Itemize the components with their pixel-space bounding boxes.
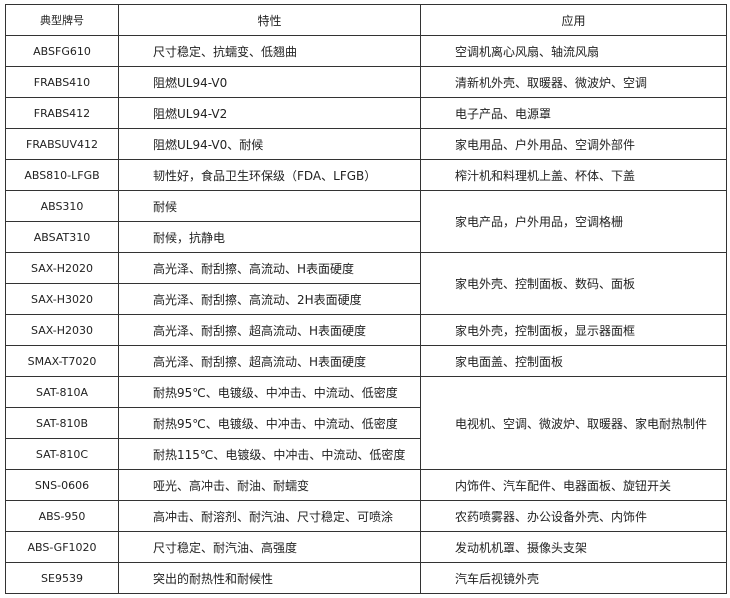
property-cell: 高光泽、耐刮擦、超高流动、H表面硬度 <box>118 314 421 346</box>
model-cell: FRABS412 <box>5 97 119 129</box>
table-row: ABS-950 高冲击、耐溶剂、耐汽油、尺寸稳定、可喷涂 农药喷雾器、办公设备外壳、… <box>5 500 727 532</box>
model-cell: SAX-H3020 <box>5 283 119 315</box>
header-application: 应用 <box>420 4 727 36</box>
header-row: 典型牌号 特性 应用 <box>5 4 727 36</box>
model-cell: SE9539 <box>5 562 119 594</box>
table-row: ABS810-LFGB 韧性好，食品卫生环保级（FDA、LFGB） 榨汁机和料理机上… <box>5 159 727 191</box>
application-cell: 家电用品、户外用品、空调外部件 <box>420 128 727 160</box>
table-row: SAX-H2020 高光泽、耐刮擦、高流动、H表面硬度 家电外壳、控制面板、数码、面… <box>5 252 727 315</box>
property-cell: 哑光、高冲击、耐油、耐蠕变 <box>118 469 421 501</box>
property-cell: 耐候，抗静电 <box>118 221 421 253</box>
property-cell: 尺寸稳定、耐汽油、高强度 <box>118 531 421 563</box>
property-cell: 韧性好，食品卫生环保级（FDA、LFGB） <box>118 159 421 191</box>
model-cell: SNS-0606 <box>5 469 119 501</box>
model-cell: SAT-810C <box>5 438 119 470</box>
model-cell: SAT-810B <box>5 407 119 439</box>
application-cell: 榨汁机和料理机上盖、杯体、下盖 <box>420 159 727 191</box>
application-cell: 空调机离心风扇、轴流风扇 <box>420 35 727 67</box>
model-cell: SAX-H2020 <box>5 252 119 284</box>
application-cell: 家电面盖、控制面板 <box>420 345 727 377</box>
property-cell: 阻燃UL94-V2 <box>118 97 421 129</box>
property-cell: 耐热115℃、电镀级、中冲击、中流动、低密度 <box>118 438 421 470</box>
property-cell: 尺寸稳定、抗蠕变、低翘曲 <box>118 35 421 67</box>
application-cell: 清新机外壳、取暖器、微波炉、空调 <box>420 66 727 98</box>
model-cell: SMAX-T7020 <box>5 345 119 377</box>
model-cell: FRABSUV412 <box>5 128 119 160</box>
header-model: 典型牌号 <box>5 4 119 36</box>
table-row: FRABS412 阻燃UL94-V2 电子产品、电源罩 <box>5 97 727 129</box>
model-cell: ABS-950 <box>5 500 119 532</box>
application-cell: 家电外壳、控制面板、数码、面板 <box>420 252 727 315</box>
table-row: FRABSUV412 阻燃UL94-V0、耐候 家电用品、户外用品、空调外部件 <box>5 128 727 160</box>
table-row: ABSFG610 尺寸稳定、抗蠕变、低翘曲 空调机离心风扇、轴流风扇 <box>5 35 727 67</box>
model-cell: ABS310 <box>5 190 119 222</box>
table-row: SAT-810C 耐热115℃、电镀级、中冲击、中流动、低密度 <box>5 438 727 470</box>
application-cell: 家电产品，户外用品，空调格栅 <box>420 190 727 253</box>
table-row: ABS310 耐候 家电产品，户外用品，空调格栅 <box>5 190 727 253</box>
model-cell: ABSAT310 <box>5 221 119 253</box>
model-cell: ABS-GF1020 <box>5 531 119 563</box>
property-cell: 高光泽、耐刮擦、高流动、H表面硬度 <box>118 252 421 284</box>
table-row: SAT-810A 耐热95℃、电镀级、中冲击、中流动、低密度 电视机、空调、微波炉、… <box>5 376 727 470</box>
model-cell: SAX-H2030 <box>5 314 119 346</box>
property-cell: 高光泽、耐刮擦、高流动、2H表面硬度 <box>118 283 421 315</box>
property-cell: 耐热95℃、电镀级、中冲击、中流动、低密度 <box>118 407 421 439</box>
table-row: SE9539 突出的耐热性和耐候性 汽车后视镜外壳 <box>5 562 727 594</box>
application-cell: 内饰件、汽车配件、电器面板、旋钮开关 <box>420 469 727 501</box>
header-property: 特性 <box>118 4 421 36</box>
model-cell: FRABS410 <box>5 66 119 98</box>
application-cell: 农药喷雾器、办公设备外壳、内饰件 <box>420 500 727 532</box>
property-cell: 阻燃UL94-V0、耐候 <box>118 128 421 160</box>
model-cell: ABS810-LFGB <box>5 159 119 191</box>
table-row: SMAX-T7020 高光泽、耐刮擦、超高流动、H表面硬度 家电面盖、控制面板 <box>5 345 727 377</box>
table-row: SAX-H2030 高光泽、耐刮擦、超高流动、H表面硬度 家电外壳，控制面板，显示器… <box>5 314 727 346</box>
application-cell: 发动机机罩、摄像头支架 <box>420 531 727 563</box>
table-row: SAX-H3020 高光泽、耐刮擦、高流动、2H表面硬度 <box>5 283 727 315</box>
application-cell: 汽车后视镜外壳 <box>420 562 727 594</box>
property-cell: 高光泽、耐刮擦、超高流动、H表面硬度 <box>118 345 421 377</box>
table-row: FRABS410 阻燃UL94-V0 清新机外壳、取暖器、微波炉、空调 <box>5 66 727 98</box>
table-row: ABS-GF1020 尺寸稳定、耐汽油、高强度 发动机机罩、摄像头支架 <box>5 531 727 563</box>
table-row: SAT-810B 耐热95℃、电镀级、中冲击、中流动、低密度 <box>5 407 727 439</box>
property-cell: 阻燃UL94-V0 <box>118 66 421 98</box>
application-cell: 电子产品、电源罩 <box>420 97 727 129</box>
table-row: SNS-0606 哑光、高冲击、耐油、耐蠕变 内饰件、汽车配件、电器面板、旋钮开关 <box>5 469 727 501</box>
model-cell: ABSFG610 <box>5 35 119 67</box>
property-cell: 耐热95℃、电镀级、中冲击、中流动、低密度 <box>118 376 421 408</box>
application-cell: 电视机、空调、微波炉、取暖器、家电耐热制件 <box>420 376 727 470</box>
model-cell: SAT-810A <box>5 376 119 408</box>
property-cell: 高冲击、耐溶剂、耐汽油、尺寸稳定、可喷涂 <box>118 500 421 532</box>
table-row: ABSAT310 耐候，抗静电 <box>5 221 727 253</box>
property-cell: 耐候 <box>118 190 421 222</box>
grade-table: 典型牌号 特性 应用 ABSFG610 尺寸稳定、抗蠕变、低翘曲 空调机离心风扇、轴… <box>5 4 727 594</box>
application-cell: 家电外壳，控制面板，显示器面框 <box>420 314 727 346</box>
property-cell: 突出的耐热性和耐候性 <box>118 562 421 594</box>
